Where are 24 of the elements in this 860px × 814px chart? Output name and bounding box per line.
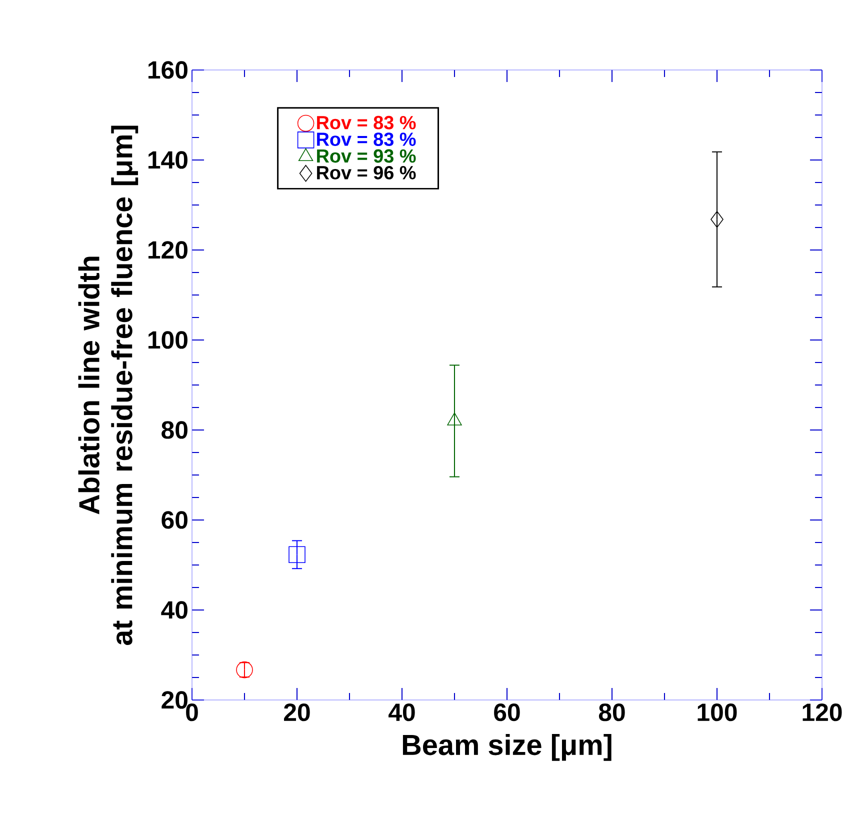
point [236, 661, 253, 678]
legend-label: Rov = 93 % [317, 149, 416, 163]
y-tick-label: 40 [161, 601, 188, 619]
y-tick-label: 100 [148, 331, 188, 349]
y-tick-label: 20 [162, 691, 188, 709]
x-axis-title: Beam size [μm] [402, 734, 612, 761]
y-axis-title: Ablation line width at minimum residue-free fluence [μm] [78, 126, 138, 646]
x-tick-label: 40 [388, 704, 415, 722]
y-tick-label: 120 [148, 241, 188, 259]
x-tick-label: 20 [284, 704, 310, 722]
legend-label: Rov = 96 % [317, 166, 416, 180]
y-tick-label: 160 [148, 61, 188, 79]
x-tick-label: 120 [802, 704, 842, 722]
y-tick-label: 80 [162, 421, 188, 439]
x-tick-label: 100 [698, 704, 737, 722]
x-tick-label: 0 [186, 704, 198, 722]
x-tick-label: 60 [494, 704, 520, 722]
legend-label: Rov = 83 % [317, 116, 416, 130]
y-tick-label: 60 [162, 511, 188, 529]
legend-label: Rov = 83 % [317, 132, 416, 146]
x-tick-label: 80 [598, 704, 625, 722]
y-tick-label: 140 [148, 151, 188, 169]
point [288, 546, 306, 564]
point [710, 210, 724, 228]
